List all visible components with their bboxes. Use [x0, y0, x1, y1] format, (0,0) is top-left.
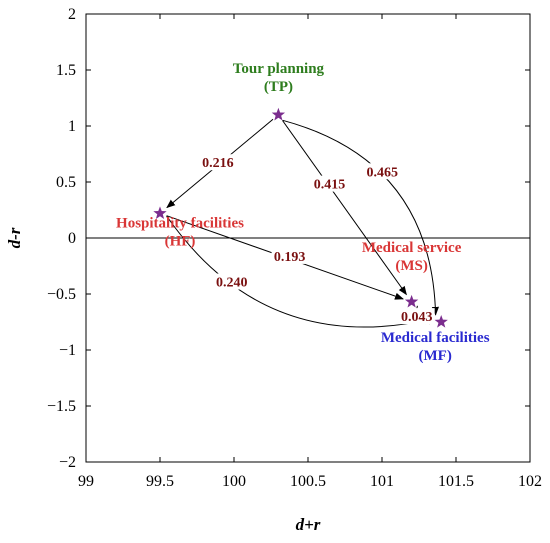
edge-arrow-tp-ms — [282, 120, 407, 296]
point-label-ms: (MS) — [395, 258, 428, 274]
x-axis-title: d+r — [296, 515, 321, 534]
y-tick-label: −2 — [59, 454, 76, 471]
x-tick-label: 99 — [78, 473, 94, 490]
y-axis-title: d-r — [5, 227, 24, 248]
point-label-mf: Medical facilities — [381, 330, 490, 346]
point-label-hf: Hospitality facilities — [116, 215, 244, 231]
x-tick-label: 101 — [370, 473, 394, 490]
y-tick-label: 1 — [68, 118, 76, 135]
y-tick-label: −1 — [59, 342, 76, 359]
point-label-hf: (HF) — [165, 233, 196, 249]
x-tick-label: 100.5 — [290, 473, 326, 490]
edge-label-bg — [213, 273, 250, 290]
x-tick-label: 101.5 — [438, 473, 474, 490]
point-label-tp: Tour planning — [233, 61, 325, 77]
edge-label-bg — [398, 308, 435, 325]
y-tick-label: −0.5 — [47, 286, 76, 303]
edge-label-bg — [199, 154, 236, 171]
y-tick-label: 1.5 — [56, 62, 76, 79]
edge-label-tp-hf: 0.216 — [202, 156, 234, 171]
x-tick-label: 99.5 — [146, 473, 174, 490]
edge-label-tp-ms: 0.415 — [314, 178, 346, 193]
x-tick-label: 100 — [222, 473, 246, 490]
point-ms — [404, 294, 419, 308]
y-tick-label: 2 — [68, 6, 76, 23]
edge-arrow-tp-mf — [282, 119, 439, 316]
x-tick-label: 102 — [518, 473, 542, 490]
edge-label-hf-ms: 0.193 — [274, 250, 306, 265]
edge-label-ms-mf: 0.043 — [401, 310, 433, 325]
edge-label-hf-mf: 0.240 — [216, 276, 248, 291]
point-tp — [271, 107, 286, 121]
y-tick-label: 0.5 — [56, 174, 76, 191]
point-label-ms: Medical service — [362, 240, 462, 256]
edge-label-bg — [364, 163, 401, 180]
edge-label-bg — [271, 247, 308, 264]
edge-label-tp-mf: 0.465 — [367, 165, 399, 180]
edge-arrow-hf-mf — [166, 215, 434, 328]
point-mf — [434, 315, 448, 328]
point-hf — [153, 206, 167, 220]
y-tick-label: 0 — [68, 230, 76, 247]
point-label-mf: (MF) — [419, 348, 452, 364]
y-tick-label: −1.5 — [47, 398, 76, 415]
point-label-tp: (TP) — [264, 79, 293, 95]
edge-label-bg — [311, 175, 348, 192]
